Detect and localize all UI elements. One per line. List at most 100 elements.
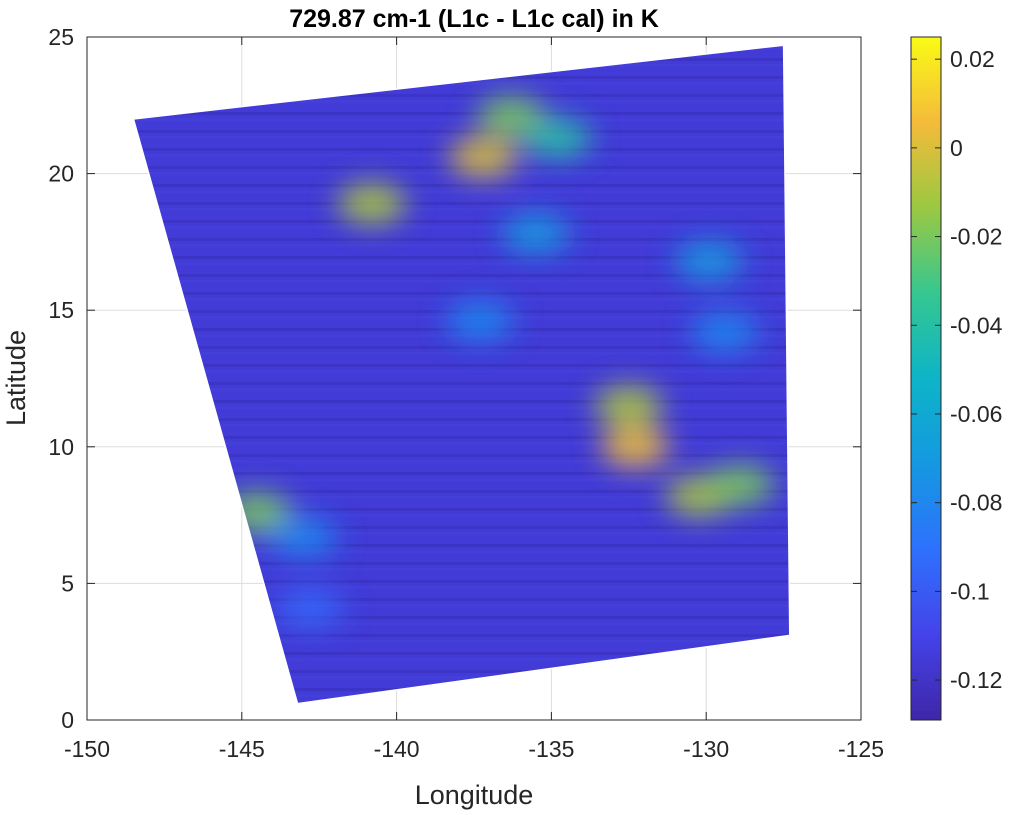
scan-row [120, 394, 800, 397]
scan-row [133, 514, 790, 517]
scan-row [133, 658, 790, 661]
scan-row [133, 220, 790, 223]
scan-row [133, 490, 790, 493]
scan-row [133, 622, 790, 625]
y-tick-label: 10 [48, 434, 74, 460]
scan-row [120, 358, 800, 361]
scan-row [133, 226, 790, 229]
colorbar-ticks [911, 58, 941, 681]
data-feature [269, 516, 338, 557]
y-tick-label: 20 [48, 161, 74, 187]
x-tick-label: -140 [374, 736, 420, 762]
scan-row [133, 604, 790, 607]
scan-row [133, 442, 790, 445]
scan-row [120, 232, 800, 235]
scan-row [133, 382, 790, 385]
y-tick-label: 5 [61, 570, 74, 596]
scan-row [133, 652, 790, 655]
scan-row [133, 670, 790, 673]
data-feature [501, 213, 570, 254]
data-feature [690, 312, 759, 353]
scan-row [133, 82, 790, 85]
scan-row [133, 136, 790, 139]
colorbar-tick-label: 0.02 [950, 46, 995, 72]
scan-row [133, 244, 790, 247]
scan-row [133, 274, 790, 277]
scan-row [133, 202, 790, 205]
scan-row [133, 472, 790, 475]
scan-row [133, 640, 790, 643]
scan-row [133, 508, 790, 511]
plot-frame [86, 36, 862, 721]
colorbar-tick-label: -0.04 [950, 312, 1003, 338]
scan-row [133, 238, 790, 241]
colorbar-tick-labels: 0.02 0 -0.02 -0.04 -0.06 -0.08 -0.1 -0.12 [950, 46, 1003, 693]
x-tick-label: -135 [528, 736, 574, 762]
scan-row [133, 562, 790, 565]
scan-row [120, 178, 800, 181]
scan-row [133, 346, 790, 349]
scan-row [133, 586, 790, 589]
scan-row [120, 376, 800, 379]
scan-row [133, 94, 790, 97]
scan-row [133, 496, 790, 499]
data-feature [449, 137, 518, 178]
scan-row [133, 598, 790, 601]
scan-row [133, 352, 790, 355]
scan-row [120, 124, 800, 127]
scan-row [133, 544, 790, 547]
scan-row [133, 100, 790, 103]
scan-row [120, 412, 800, 415]
scan-row [120, 286, 800, 289]
scan-row [133, 532, 790, 535]
colorbar-tick-label: -0.1 [950, 578, 990, 604]
scan-row [133, 172, 790, 175]
y-axis-label: Latitude [1, 330, 31, 426]
data-feature [275, 587, 344, 628]
x-axis-label: Longitude [415, 780, 534, 810]
scan-row [133, 292, 790, 295]
data-feature [523, 118, 592, 159]
x-tick-labels: -150 -145 -140 -135 -130 -125 [64, 736, 884, 762]
x-tick-label: -145 [219, 736, 265, 762]
scan-row [133, 526, 790, 529]
scan-row [133, 112, 790, 115]
scan-row [133, 190, 790, 193]
scan-row [133, 406, 790, 409]
colorbar-tick-label: -0.12 [950, 667, 1002, 693]
y-tick-label: 15 [48, 297, 74, 323]
colorbar-tick-label: 0 [950, 135, 963, 161]
scan-row [133, 208, 790, 211]
data-feature [446, 301, 515, 342]
x-tick-label: -150 [64, 736, 110, 762]
y-tick-label: 0 [61, 707, 74, 733]
scan-row [133, 298, 790, 301]
scan-row [133, 616, 790, 619]
scan-row [133, 388, 790, 391]
colorbar [910, 36, 942, 721]
scan-row [133, 460, 790, 463]
data-feature [594, 385, 663, 426]
scan-row [133, 256, 790, 259]
scan-row [133, 676, 790, 679]
scan-row [133, 568, 790, 571]
scan-row [120, 196, 800, 199]
scan-row [133, 118, 790, 121]
scan-row [120, 214, 800, 217]
scan-row [133, 370, 790, 373]
y-tick-labels: 0 5 10 15 20 25 [48, 24, 74, 733]
colorbar-tick-label: -0.06 [950, 401, 1002, 427]
colorbar-tick-label: -0.08 [950, 490, 1002, 516]
scan-row [133, 418, 790, 421]
chart-title: 729.87 cm-1 (L1c - L1c cal) in K [289, 5, 659, 33]
scan-row [133, 436, 790, 439]
colorbar-tick-label: -0.02 [950, 224, 1002, 250]
data-feature [477, 96, 546, 137]
scan-row [133, 130, 790, 133]
scan-row [133, 478, 790, 481]
scan-row [133, 280, 790, 283]
data-feature [337, 183, 406, 224]
scan-row [133, 454, 790, 457]
data-feature [600, 426, 669, 467]
